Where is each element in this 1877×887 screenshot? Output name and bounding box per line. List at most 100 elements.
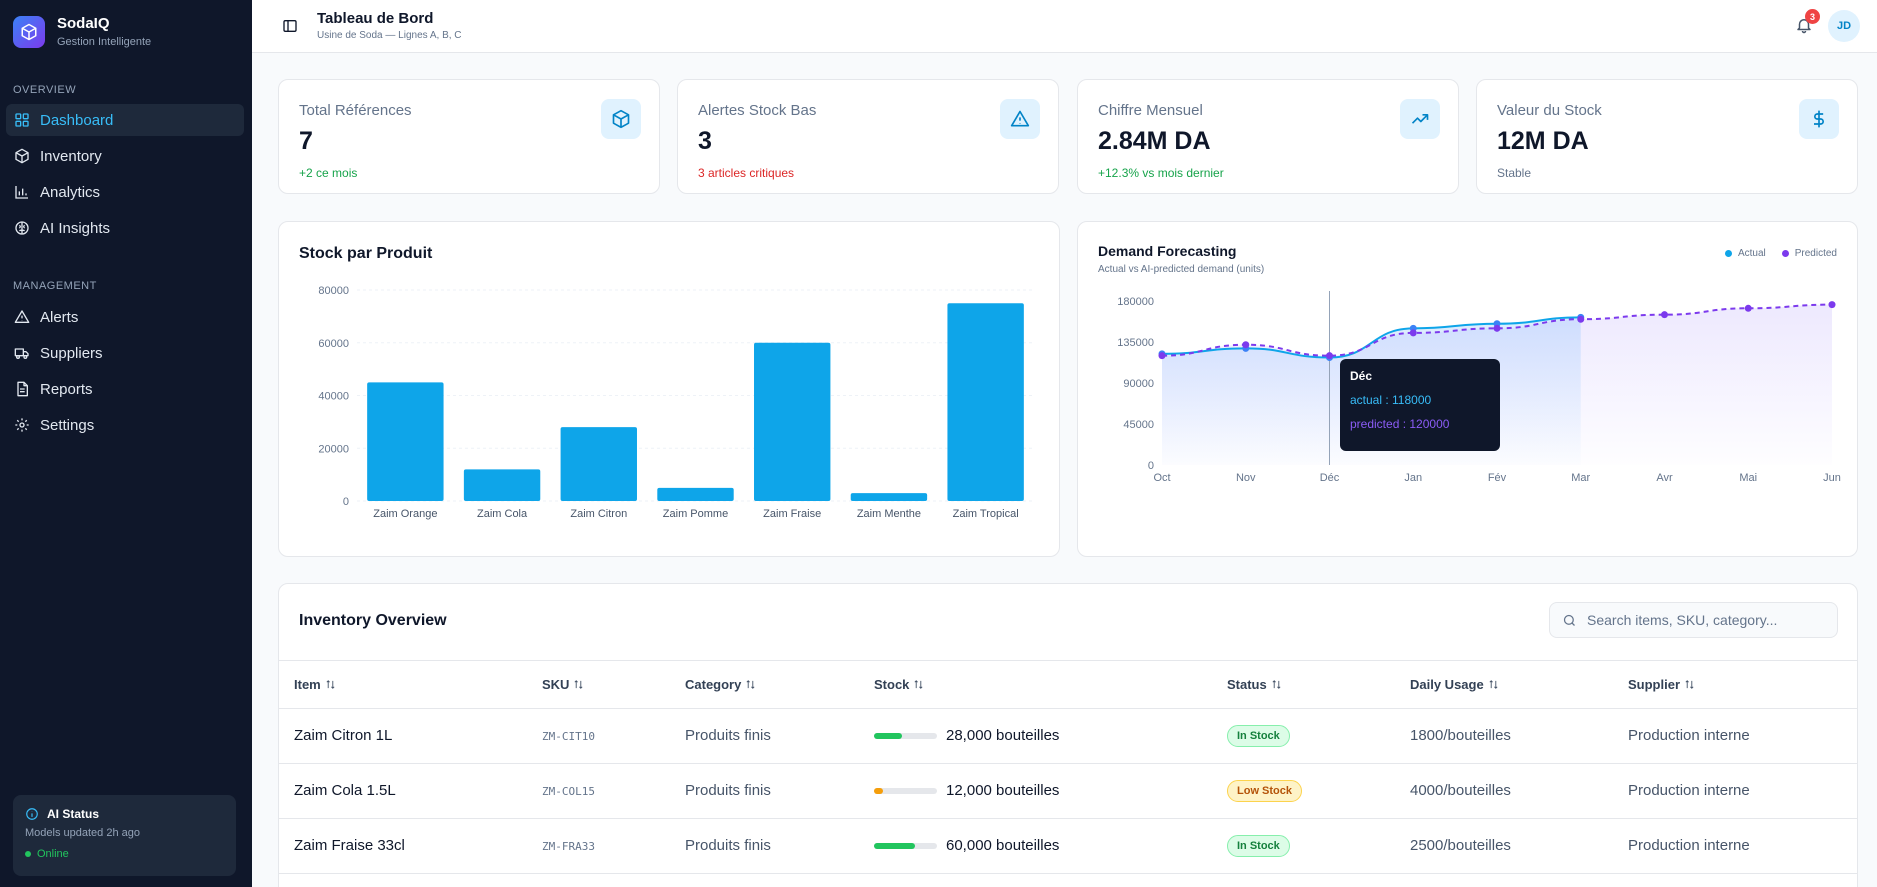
sidebar-item-label: Alerts	[40, 308, 79, 326]
chart-title: Stock par Produit	[299, 245, 433, 262]
x-tick-label: Zaim Tropical	[953, 508, 1019, 520]
bar	[560, 427, 637, 501]
legend-item-actual[interactable]: Actual	[1724, 248, 1766, 259]
search-input[interactable]	[1587, 612, 1817, 628]
stat-card-revenue: Chiffre Mensuel 2.84M DA +12.3% vs mois …	[1077, 79, 1459, 194]
sidebar-item-label: Settings	[40, 416, 95, 434]
chart-tooltip: Déc actual : 118000 predicted : 120000	[1340, 359, 1500, 451]
sort-icon	[1685, 680, 1694, 689]
legend-swatch-actual	[1724, 250, 1732, 257]
column-header-daily-usage[interactable]: Daily Usage	[1410, 677, 1499, 692]
stat-note: 3 articles critiques	[698, 166, 795, 180]
x-tick-label: Zaim Pomme	[663, 508, 728, 520]
status-badge: In Stock	[1227, 725, 1290, 747]
info-icon	[26, 808, 38, 820]
column-header-item[interactable]: Item	[294, 677, 336, 692]
stock-level-fill	[874, 843, 915, 849]
stat-card-references: Total Références 7 +2 ce mois	[278, 79, 660, 194]
sidebar-item-inventory[interactable]: Inventory	[6, 140, 244, 172]
legend-swatch-predicted	[1781, 250, 1789, 257]
stat-label: Valeur du Stock	[1497, 102, 1602, 119]
stat-card-stock-value: Valeur du Stock 12M DA Stable	[1476, 79, 1858, 194]
stat-note: Stable	[1497, 166, 1532, 180]
search-icon	[1563, 614, 1575, 626]
sidebar-item-alerts[interactable]: Alerts	[6, 301, 244, 333]
sidebar-item-ai-insights[interactable]: AI Insights	[6, 212, 244, 244]
bar	[463, 469, 541, 501]
layout-grid-icon	[15, 113, 29, 127]
stat-icon-box	[1799, 99, 1839, 139]
x-tick-label: Fév	[1488, 472, 1507, 484]
sidebar-item-analytics[interactable]: Analytics	[6, 176, 244, 208]
column-header-label: Category	[685, 677, 742, 692]
chart-subtitle: Actual vs AI-predicted demand (units)	[1098, 264, 1265, 275]
x-tick-label: Zaim Citron	[570, 508, 627, 520]
online-dot-icon	[25, 851, 31, 857]
x-tick-label: Jun	[1823, 472, 1841, 484]
column-header-label: Supplier	[1628, 677, 1681, 692]
brand[interactable]: SodaIQ Gestion Intelligente	[13, 15, 151, 49]
x-tick-label: Déc	[1320, 472, 1340, 484]
stat-icon-box	[1400, 99, 1440, 139]
stock-level-fill	[874, 788, 884, 794]
y-tick-label: 45000	[1123, 419, 1154, 431]
stat-label: Total Références	[299, 102, 412, 119]
page-subtitle: Usine de Soda — Lignes A, B, C	[317, 30, 462, 41]
avatar[interactable]: JD	[1828, 10, 1860, 42]
column-header-sku[interactable]: SKU	[542, 677, 584, 692]
column-header-status[interactable]: Status	[1227, 677, 1282, 692]
sidebar: SodaIQ Gestion Intelligente OVERVIEW Das…	[0, 0, 252, 887]
cell-supplier: Production interne	[1628, 782, 1750, 799]
tooltip-predicted: predicted : 120000	[1350, 417, 1450, 431]
table-row[interactable]: Zaim Fraise 33cl ZM-FRA33 Produits finis…	[278, 819, 1858, 874]
ai-status-title: AI Status	[47, 807, 100, 821]
x-tick-label: Zaim Orange	[373, 508, 437, 520]
legend-item-predicted[interactable]: Predicted	[1781, 248, 1837, 259]
column-header-category[interactable]: Category	[685, 677, 756, 692]
cell-category: Produits finis	[685, 727, 771, 744]
column-header-supplier[interactable]: Supplier	[1628, 677, 1695, 692]
sidebar-toggle-icon[interactable]	[282, 18, 298, 34]
chart-legend: Actual Predicted	[1709, 248, 1837, 259]
management-section-label: MANAGEMENT	[13, 280, 97, 292]
sidebar-item-dashboard[interactable]: Dashboard	[6, 104, 244, 136]
stat-value: 7	[299, 127, 313, 155]
sidebar-item-suppliers[interactable]: Suppliers	[6, 337, 244, 369]
column-header-stock[interactable]: Stock	[874, 677, 924, 692]
cell-category: Produits finis	[685, 782, 771, 799]
cell-stock: 28,000 bouteilles	[946, 727, 1060, 744]
stock-chart-card: Stock par Produit 0 20000 40000 60000 80000 Z…	[278, 221, 1060, 557]
sidebar-item-settings[interactable]: Settings	[6, 409, 244, 441]
cell-item: Zaim Fraise 33cl	[294, 837, 405, 854]
cell-stock: 12,000 bouteilles	[946, 782, 1060, 799]
cell-daily-usage: 1800/bouteilles	[1410, 727, 1511, 744]
tooltip-title: Déc	[1350, 369, 1373, 383]
bar	[657, 487, 734, 501]
sidebar-item-label: AI Insights	[40, 219, 111, 237]
stat-note: +12.3% vs mois dernier	[1098, 166, 1224, 180]
stat-note: +2 ce mois	[299, 166, 358, 180]
point-predicted	[1158, 352, 1166, 360]
sidebar-item-label: Suppliers	[40, 344, 103, 362]
stat-label: Chiffre Mensuel	[1098, 102, 1203, 119]
bar	[367, 382, 444, 501]
point-predicted	[1493, 324, 1501, 332]
notification-badge: 3	[1805, 9, 1820, 24]
y-tick-label: 0	[343, 496, 349, 508]
stock-bar-chart: 0 20000 40000 60000 80000 Zaim Orange Zaim Col…	[318, 285, 1034, 520]
page-title: Tableau de Bord	[317, 10, 434, 27]
dollar-icon	[1814, 110, 1824, 128]
search-field[interactable]	[1549, 602, 1838, 638]
truck-icon	[14, 348, 29, 359]
stat-label: Alertes Stock Bas	[698, 102, 817, 119]
table-row[interactable]: Zaim Citron 1L ZM-CIT10 Produits finis 2…	[278, 709, 1858, 764]
table-row[interactable]: Zaim Cola 1.5L ZM-COL15 Produits finis 1…	[278, 764, 1858, 819]
tooltip-actual: actual : 118000	[1350, 393, 1432, 407]
y-tick-label: 135000	[1117, 337, 1154, 349]
alert-triangle-icon	[1010, 110, 1030, 127]
brand-tagline: Gestion Intelligente	[57, 36, 152, 48]
sidebar-item-reports[interactable]: Reports	[6, 373, 244, 405]
sort-icon	[1272, 680, 1281, 689]
sort-icon	[1489, 680, 1498, 689]
legend-label: Predicted	[1794, 248, 1837, 259]
